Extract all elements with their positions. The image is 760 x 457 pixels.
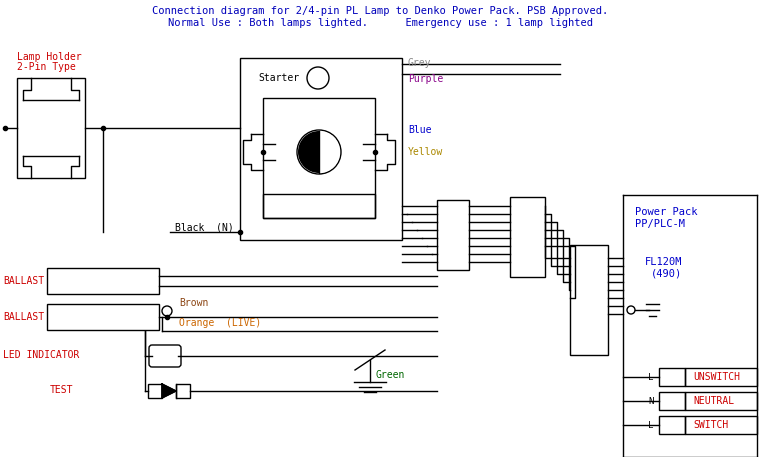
Circle shape: [297, 130, 341, 174]
Text: Normal Use : Both lamps lighted.      Emergency use : 1 lamp lighted: Normal Use : Both lamps lighted. Emergen…: [167, 18, 593, 28]
Bar: [570, 245, 608, 355]
Bar: [17, 78, 85, 178]
Text: SWITCH: SWITCH: [693, 420, 728, 430]
Text: LED INDICATOR: LED INDICATOR: [3, 350, 79, 360]
Text: BALLAST: BALLAST: [3, 312, 44, 322]
Polygon shape: [162, 384, 176, 398]
Bar: [148, 384, 162, 398]
Text: 2-Pin Type: 2-Pin Type: [17, 62, 76, 72]
Bar: [263, 194, 375, 218]
Text: (490): (490): [651, 269, 682, 279]
Text: Green: Green: [375, 370, 404, 380]
Text: Black  (N): Black (N): [175, 223, 234, 233]
Text: TEST: TEST: [50, 385, 74, 395]
Text: Orange  (LIVE): Orange (LIVE): [179, 318, 261, 328]
Text: PP/PLC-M: PP/PLC-M: [635, 219, 685, 229]
Text: L: L: [648, 372, 654, 382]
Text: NEUTRAL: NEUTRAL: [693, 396, 734, 406]
Bar: [659, 392, 685, 410]
Text: Purple: Purple: [408, 74, 443, 84]
Wedge shape: [319, 131, 340, 173]
Text: UNSWITCH: UNSWITCH: [693, 372, 740, 382]
Bar: [176, 384, 190, 398]
Text: Starter: Starter: [258, 73, 299, 83]
Bar: [263, 98, 375, 218]
Text: L: L: [648, 420, 654, 430]
Bar: [659, 416, 685, 434]
Text: Lamp Holder: Lamp Holder: [17, 52, 81, 62]
Bar: [685, 368, 757, 386]
Text: N: N: [648, 397, 654, 405]
Bar: [47, 268, 159, 294]
Text: Yellow: Yellow: [408, 147, 443, 157]
Bar: [659, 368, 685, 386]
Text: Brown: Brown: [179, 298, 208, 308]
Bar: [47, 304, 159, 330]
Text: Power Pack: Power Pack: [635, 207, 698, 217]
Text: BALLAST: BALLAST: [3, 276, 44, 286]
Text: Blue: Blue: [408, 125, 432, 135]
Text: Connection diagram for 2/4-pin PL Lamp to Denko Power Pack. PSB Approved.: Connection diagram for 2/4-pin PL Lamp t…: [152, 6, 608, 16]
Bar: [240, 58, 402, 240]
Bar: [685, 416, 757, 434]
Bar: [510, 197, 545, 277]
Text: FL120M: FL120M: [645, 257, 682, 267]
Bar: [437, 200, 469, 270]
Text: Grey: Grey: [408, 58, 432, 68]
Bar: [685, 392, 757, 410]
Wedge shape: [298, 131, 319, 173]
